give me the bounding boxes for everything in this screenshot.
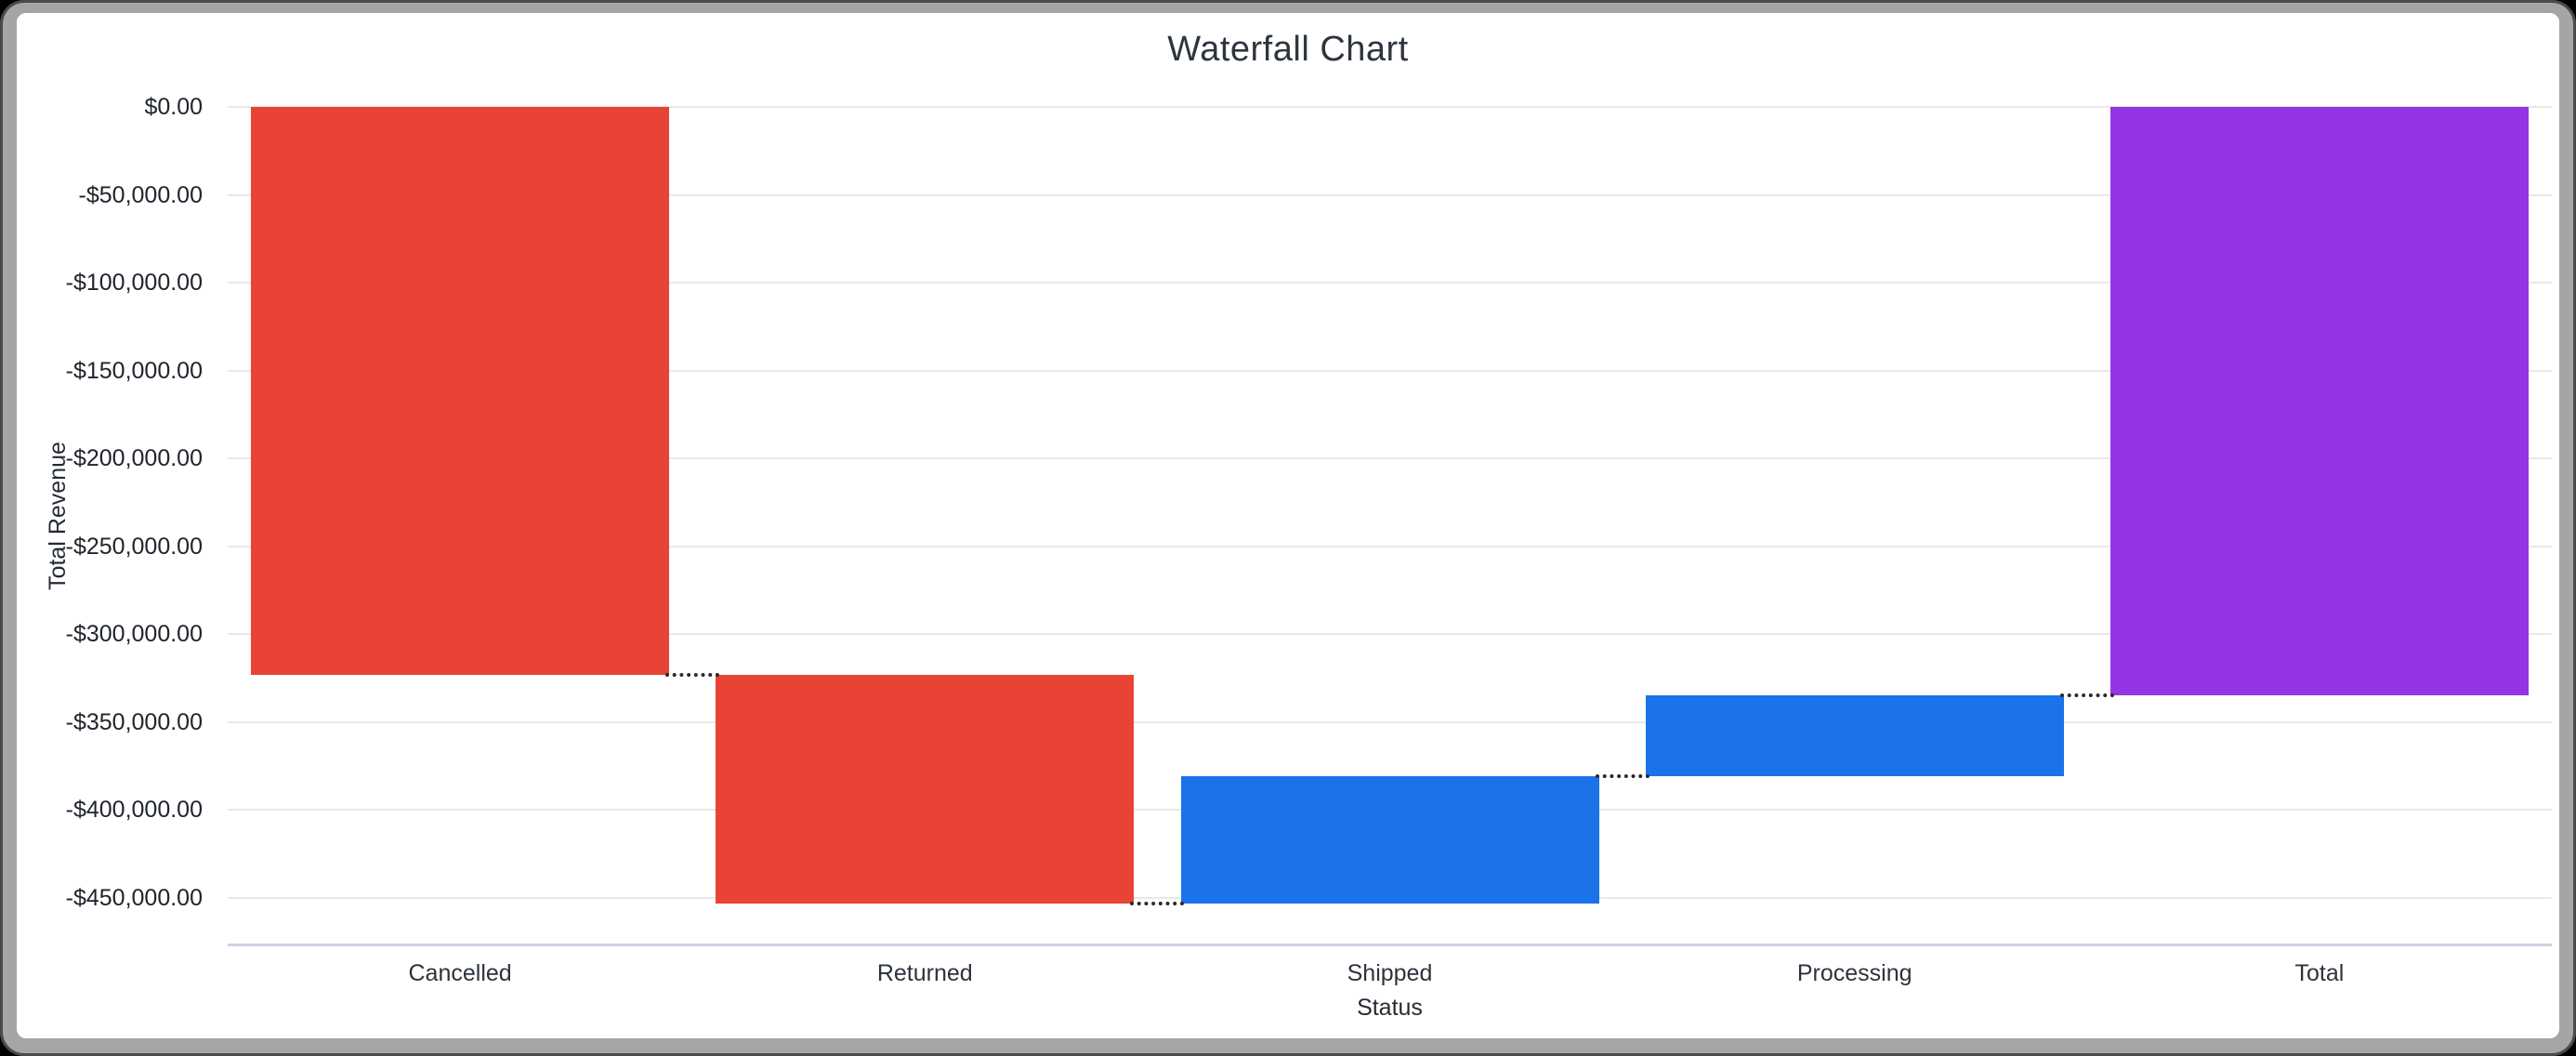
y-gridline (228, 106, 2552, 108)
y-gridline (228, 457, 2552, 460)
x-category-label: Returned (876, 960, 973, 986)
y-gridline (228, 193, 2552, 196)
y-tick-label: -$450,000.00 (65, 885, 203, 911)
x-category-label: Processing (1796, 960, 1912, 986)
y-tick-label: -$400,000.00 (65, 797, 203, 824)
y-gridline (228, 369, 2552, 372)
bar-processing[interactable] (1645, 694, 2064, 776)
waterfall-connector (1130, 901, 1185, 905)
chart-title: Waterfall Chart (1167, 30, 1409, 69)
y-axis-title: Total Revenue (45, 442, 71, 590)
y-tick-label: -$250,000.00 (65, 533, 203, 560)
waterfall-connector (1595, 773, 1649, 778)
waterfall-connector (2059, 693, 2114, 697)
x-axis-title: Status (1357, 995, 1423, 1021)
y-gridline (228, 282, 2552, 284)
y-tick-label: -$150,000.00 (65, 357, 203, 384)
y-tick-label: -$300,000.00 (65, 621, 203, 648)
x-axis-baseline (228, 944, 2552, 946)
x-category-label: Cancelled (408, 960, 512, 986)
x-category-label: Total (2294, 960, 2345, 986)
bar-shipped[interactable] (1180, 775, 1599, 904)
bar-cancelled[interactable] (251, 107, 670, 675)
y-tick-label: -$350,000.00 (65, 708, 203, 735)
y-gridline (228, 545, 2552, 548)
y-tick-label: $0.00 (144, 94, 203, 120)
y-gridline (228, 720, 2552, 723)
waterfall-connector (665, 672, 720, 677)
y-gridline (228, 633, 2552, 636)
bar-returned[interactable] (716, 674, 1135, 904)
y-tick-label: -$100,000.00 (65, 270, 203, 297)
bar-total[interactable] (2109, 107, 2529, 695)
y-tick-label: -$50,000.00 (78, 181, 203, 208)
y-tick-label: -$200,000.00 (65, 445, 203, 472)
x-category-label: Shipped (1347, 960, 1433, 986)
